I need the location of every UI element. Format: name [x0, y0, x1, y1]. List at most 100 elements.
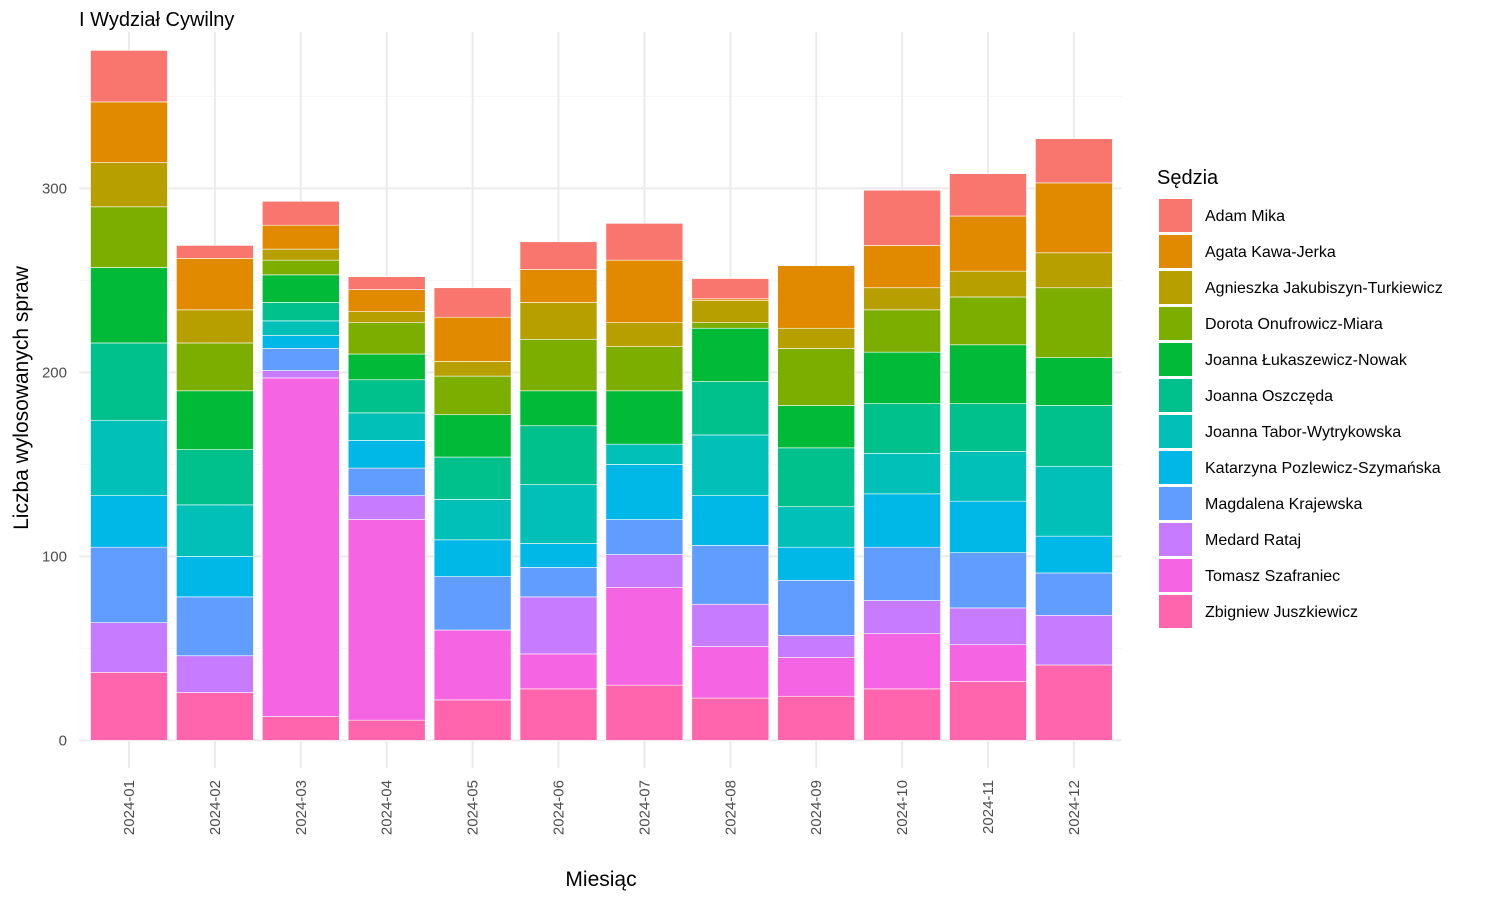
legend-label: Zbigniew Juszkiewicz — [1205, 604, 1358, 621]
x-tick-label: 2024-07 — [636, 780, 653, 835]
bar-segment — [777, 580, 856, 636]
bar-segment — [176, 245, 254, 259]
bar-segment — [519, 653, 598, 690]
bar-segment — [519, 338, 598, 392]
legend-key — [1159, 235, 1192, 268]
bar-segment — [863, 633, 941, 690]
legend: Sędzia Adam Mika Agata Kawa-Jerka Agnieszk… — [1157, 167, 1443, 628]
legend-label: Dorota Onufrowicz-Miara — [1205, 316, 1383, 333]
bar-segment — [1035, 252, 1113, 289]
bar-segment — [90, 206, 168, 268]
legend-key — [1159, 523, 1192, 556]
bar-segment — [261, 716, 340, 741]
bar-segment — [949, 552, 1027, 609]
bar-segment — [90, 546, 168, 623]
bar-segment — [1035, 287, 1113, 358]
bar-segment — [433, 699, 512, 741]
x-tick-label: 2024-03 — [293, 780, 310, 835]
bar-segment — [949, 270, 1027, 298]
bar-segment — [519, 425, 598, 485]
y-tick-label: 100 — [42, 548, 67, 565]
bar-segment — [90, 162, 168, 208]
bar-segment — [519, 484, 598, 544]
bar-segment — [691, 322, 770, 329]
bar-segment — [519, 241, 598, 270]
bar-segment — [949, 173, 1027, 217]
bar-segment — [433, 576, 512, 631]
bar-segment — [261, 320, 340, 336]
x-axis-title: Miesiąc — [565, 868, 636, 891]
legend-key — [1159, 379, 1192, 412]
bar-segment — [605, 554, 684, 588]
bar-segment — [433, 499, 512, 541]
bar-segment — [347, 412, 426, 441]
legend-key — [1159, 271, 1192, 304]
bar-segment — [261, 200, 340, 226]
y-axis-title: Liczba wylosowanych spraw — [10, 265, 33, 530]
bar-segment — [433, 316, 512, 362]
bar-segment — [863, 403, 941, 454]
bar-segment — [519, 269, 598, 303]
x-tick-label: 2024-11 — [980, 780, 997, 834]
bar-segment — [176, 390, 254, 450]
bar-segment — [691, 697, 770, 741]
bar-segment — [176, 692, 254, 741]
legend-label: Medard Rataj — [1205, 532, 1301, 549]
bar-segment — [347, 467, 426, 496]
bar-segment — [433, 375, 512, 416]
bar-segment — [176, 449, 254, 506]
bar-segment — [777, 265, 856, 329]
bar-segment — [605, 464, 684, 520]
legend-label: Joanna Oszczęda — [1205, 388, 1333, 405]
bar-segment — [176, 309, 254, 344]
bar-segment — [261, 335, 340, 349]
bar-segment — [176, 596, 254, 657]
legend-label: Magdalena Krajewska — [1205, 496, 1363, 513]
bar-segment — [777, 327, 856, 349]
x-tick-label: 2024-04 — [379, 780, 396, 835]
bar-segment — [863, 189, 941, 246]
bar-segment — [1035, 182, 1113, 254]
bar-segment — [691, 381, 770, 436]
bar-segment — [863, 493, 941, 548]
bar-segment — [777, 506, 856, 548]
bar-segment — [605, 587, 684, 686]
bar-segment — [261, 370, 340, 379]
bar-segment — [691, 434, 770, 496]
bar-segment — [949, 344, 1027, 404]
bar-segment — [605, 223, 684, 261]
bar-segment — [777, 657, 856, 697]
bar-segment — [605, 443, 684, 465]
bar-segment — [261, 259, 340, 276]
bar-segment — [519, 596, 598, 655]
bar-segment — [1035, 614, 1113, 666]
bar-segment — [777, 405, 856, 449]
bar-segment — [347, 379, 426, 414]
bar-segment — [1035, 572, 1113, 616]
bar-segment — [433, 629, 512, 701]
x-tick-label: 2024-10 — [894, 780, 911, 835]
bar-segment — [176, 504, 254, 557]
bar-segment — [347, 719, 426, 741]
bar-segment — [949, 607, 1027, 646]
bar-segment — [433, 456, 512, 500]
x-tick-label: 2024-12 — [1066, 780, 1083, 835]
x-tick-label: 2024-05 — [465, 780, 482, 835]
bar-segment — [1035, 664, 1113, 741]
bar-segment — [949, 403, 1027, 452]
bars — [90, 50, 1113, 741]
bar-segment — [863, 287, 941, 311]
bar-segment — [347, 495, 426, 520]
bar-segment — [863, 600, 941, 634]
bar-segment — [691, 545, 770, 605]
bar-segment — [691, 327, 770, 382]
y-tick-label: 200 — [42, 364, 67, 381]
bar-segment — [605, 259, 684, 324]
bar-segment — [261, 348, 340, 371]
legend-key — [1159, 307, 1192, 340]
bar-segment — [347, 353, 426, 381]
x-tick-label: 2024-01 — [121, 780, 138, 835]
bar-segment — [949, 644, 1027, 682]
